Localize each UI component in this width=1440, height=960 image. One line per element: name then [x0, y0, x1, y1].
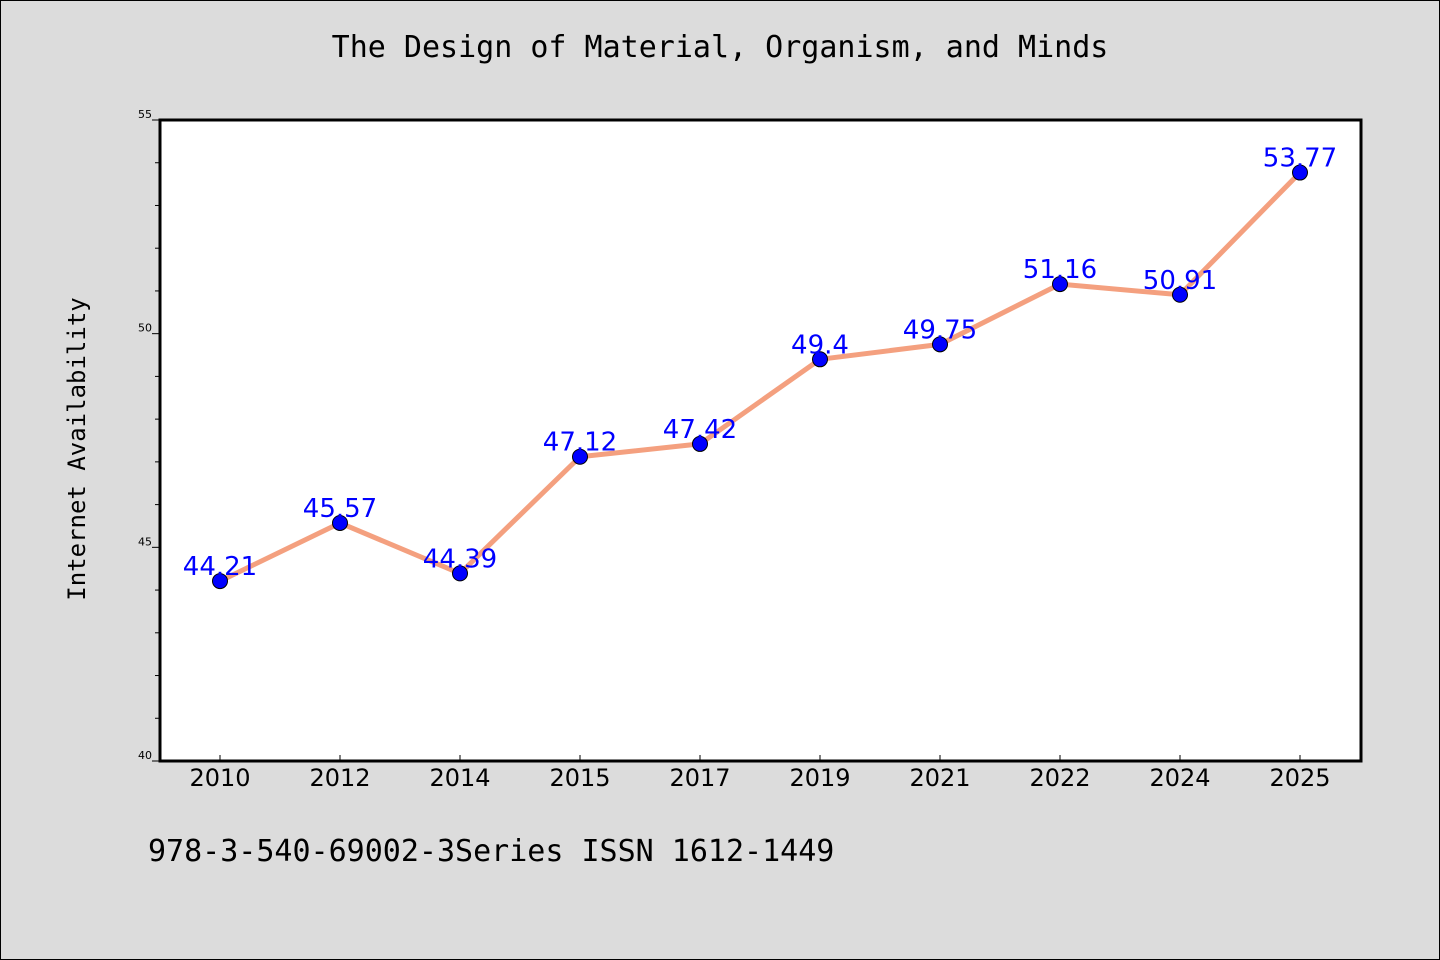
y-axis: 40 45 50 55	[138, 108, 160, 762]
series-polyline	[217, 170, 1303, 584]
data-point	[812, 351, 828, 368]
x-tick-label: 2012	[309, 764, 370, 792]
plot-area	[158, 118, 1363, 763]
x-tick-label: 2024	[1149, 764, 1210, 792]
x-tick-label: 2021	[909, 764, 970, 792]
footer-isbn-text: 978-3-540-69002-3Series ISSN 1612-1449	[148, 834, 835, 869]
data-point	[932, 336, 948, 353]
series-line	[217, 170, 1303, 584]
data-label: 45.57	[303, 494, 377, 524]
x-tick-label: 2014	[429, 764, 490, 792]
data-label: 47.12	[543, 428, 617, 458]
data-point	[1172, 286, 1188, 303]
data-label: 53.77	[1263, 144, 1337, 174]
x-tick-label: 2017	[669, 764, 730, 792]
x-tick-label: 2022	[1029, 764, 1090, 792]
data-point	[332, 514, 348, 531]
data-label: 44.21	[183, 552, 257, 582]
data-point	[212, 573, 228, 590]
series-markers	[212, 164, 1308, 590]
x-tick-label: 2010	[189, 764, 250, 792]
data-label: 47.42	[663, 415, 737, 445]
data-label: 49.4	[791, 330, 849, 360]
x-tick-label: 2015	[549, 764, 610, 792]
data-labels: 44.21 45.57 44.39 47.12 47.42 49.4 49.75 51.16 5…	[183, 144, 1337, 583]
data-point	[452, 565, 468, 582]
x-tick-label: 2025	[1269, 764, 1330, 792]
data-point	[1292, 164, 1308, 181]
data-label: 50.91	[1143, 266, 1217, 296]
data-point	[1052, 276, 1068, 293]
x-axis: 2010 2012 2014 2015 2017 2019 2021 2022 2024 2025	[189, 755, 1331, 792]
y-tick-label: 55	[138, 108, 152, 121]
data-label: 44.39	[423, 544, 497, 574]
y-tick-label: 50	[138, 322, 152, 335]
data-point	[572, 448, 588, 465]
y-tick-label: 40	[138, 749, 152, 762]
data-label: 49.75	[903, 315, 977, 345]
data-label: 51.16	[1023, 255, 1097, 285]
chart-title: The Design of Material, Organism, and Mi…	[331, 30, 1109, 65]
x-tick-label: 2019	[789, 764, 850, 792]
data-point	[692, 435, 708, 452]
y-tick-label: 45	[138, 535, 152, 548]
